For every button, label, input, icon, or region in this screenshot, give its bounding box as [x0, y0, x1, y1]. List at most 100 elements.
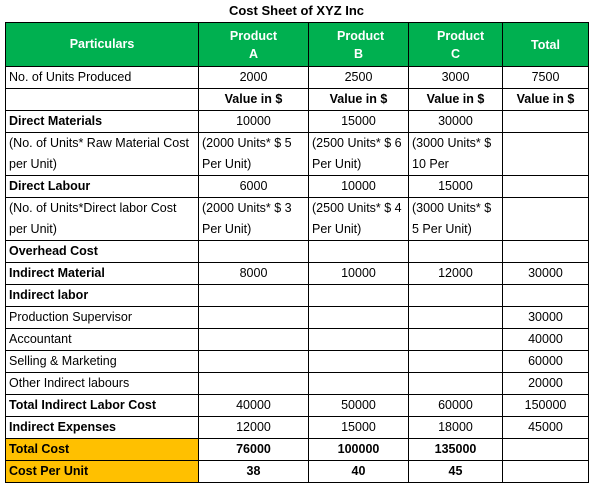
row-label: Total Indirect Labor Cost — [5, 394, 199, 417]
cell — [308, 328, 409, 351]
row-label: Selling & Marketing — [5, 350, 199, 373]
cell: 10000 — [308, 262, 409, 285]
cell — [308, 240, 409, 263]
cell: Value in $ — [502, 88, 589, 111]
cell: 30000 — [502, 262, 589, 285]
cell: 10000 — [308, 175, 409, 198]
cell: 10000 — [198, 110, 309, 133]
row-label: Other Indirect labours — [5, 372, 199, 395]
cell: 7500 — [502, 66, 589, 89]
table-row: Value in $ Value in $ Value in $ Value in $ — [5, 88, 589, 111]
cell: 15000 — [308, 416, 409, 439]
row-label: Overhead Cost — [5, 240, 199, 263]
cell — [502, 460, 589, 483]
header-cell: Particulars — [5, 22, 199, 67]
sheet-title: Cost Sheet of XYZ Inc — [228, 3, 365, 18]
cell — [502, 175, 589, 198]
cell: (2000 Units* $ 5 Per Unit) — [198, 132, 309, 176]
row-label: No. of Units Produced — [5, 66, 199, 89]
cell — [502, 132, 589, 176]
header-cell: Product C — [408, 22, 503, 67]
row-label: Accountant — [5, 328, 199, 351]
cell — [502, 438, 589, 461]
cell: 100000 — [308, 438, 409, 461]
table-row: Indirect Material 8000 10000 12000 30000 — [5, 262, 589, 285]
cell: 40000 — [502, 328, 589, 351]
cell — [308, 284, 409, 307]
cell: 12000 — [198, 416, 309, 439]
cell: 45 — [408, 460, 503, 483]
table-row: Overhead Cost — [5, 240, 589, 263]
cell: (2000 Units* $ 3 Per Unit) — [198, 197, 309, 241]
cell: 15000 — [408, 175, 503, 198]
cell: (3000 Units* $ 10 Per — [408, 132, 503, 176]
table-row: (No. of Units*Direct labor Cost per Unit… — [5, 197, 589, 241]
cell: (2500 Units* $ 6 Per Unit) — [308, 132, 409, 176]
cell: 40 — [308, 460, 409, 483]
row-label: Indirect Expenses — [5, 416, 199, 439]
cell: 30000 — [502, 306, 589, 329]
cell — [502, 197, 589, 241]
table-row: Indirect Expenses 12000 15000 18000 45000 — [5, 416, 589, 439]
cell: Value in $ — [308, 88, 409, 111]
table-row: Total Indirect Labor Cost 40000 50000 60000… — [5, 394, 589, 417]
cell — [198, 240, 309, 263]
cell: 50000 — [308, 394, 409, 417]
cell — [502, 110, 589, 133]
cell — [198, 306, 309, 329]
row-label: Total Cost — [5, 438, 199, 461]
table-row: Other Indirect labours 20000 — [5, 372, 589, 395]
cell: Value in $ — [198, 88, 309, 111]
row-label: Indirect labor — [5, 284, 199, 307]
cell: 2000 — [198, 66, 309, 89]
cell: (3000 Units* $ 5 Per Unit) — [408, 197, 503, 241]
cost-table: Particulars Product A Product B Product C To… — [5, 22, 589, 483]
table-row: Indirect labor — [5, 284, 589, 307]
cell — [198, 284, 309, 307]
cell — [308, 372, 409, 395]
row-label: Direct Materials — [5, 110, 199, 133]
cell: 20000 — [502, 372, 589, 395]
row-label: Indirect Material — [5, 262, 199, 285]
table-row: Production Supervisor 30000 — [5, 306, 589, 329]
cell: 8000 — [198, 262, 309, 285]
cell: 76000 — [198, 438, 309, 461]
row-label: (No. of Units*Direct labor Cost per Unit… — [5, 197, 199, 241]
table-row: Direct Materials 10000 15000 30000 — [5, 110, 589, 133]
row-label: Production Supervisor — [5, 306, 199, 329]
cell — [408, 372, 503, 395]
cell — [502, 240, 589, 263]
cell: 38 — [198, 460, 309, 483]
table-row: Cost Per Unit 38 40 45 — [5, 460, 589, 483]
header-cell: Product A — [198, 22, 309, 67]
cell: 6000 — [198, 175, 309, 198]
cell — [198, 350, 309, 373]
header-cell: Total — [502, 22, 589, 67]
cell — [502, 284, 589, 307]
cell: 60000 — [502, 350, 589, 373]
cell: (2500 Units* $ 4 Per Unit) — [308, 197, 409, 241]
cell — [408, 240, 503, 263]
row-label: (No. of Units* Raw Material Cost per Uni… — [5, 132, 199, 176]
cell: 30000 — [408, 110, 503, 133]
header-row: Particulars Product A Product B Product C To… — [5, 22, 589, 67]
cell: 12000 — [408, 262, 503, 285]
cell — [198, 328, 309, 351]
cell: 3000 — [408, 66, 503, 89]
header-cell: Product B — [308, 22, 409, 67]
cell — [408, 284, 503, 307]
table-row: Selling & Marketing 60000 — [5, 350, 589, 373]
cell: 40000 — [198, 394, 309, 417]
cell: 60000 — [408, 394, 503, 417]
cell: 2500 — [308, 66, 409, 89]
cell: 45000 — [502, 416, 589, 439]
cell — [408, 328, 503, 351]
cell: 150000 — [502, 394, 589, 417]
row-label — [5, 88, 199, 111]
row-label: Direct Labour — [5, 175, 199, 198]
table-row: Accountant 40000 — [5, 328, 589, 351]
cell — [408, 306, 503, 329]
cell: 18000 — [408, 416, 503, 439]
table-row: Direct Labour 6000 10000 15000 — [5, 175, 589, 198]
